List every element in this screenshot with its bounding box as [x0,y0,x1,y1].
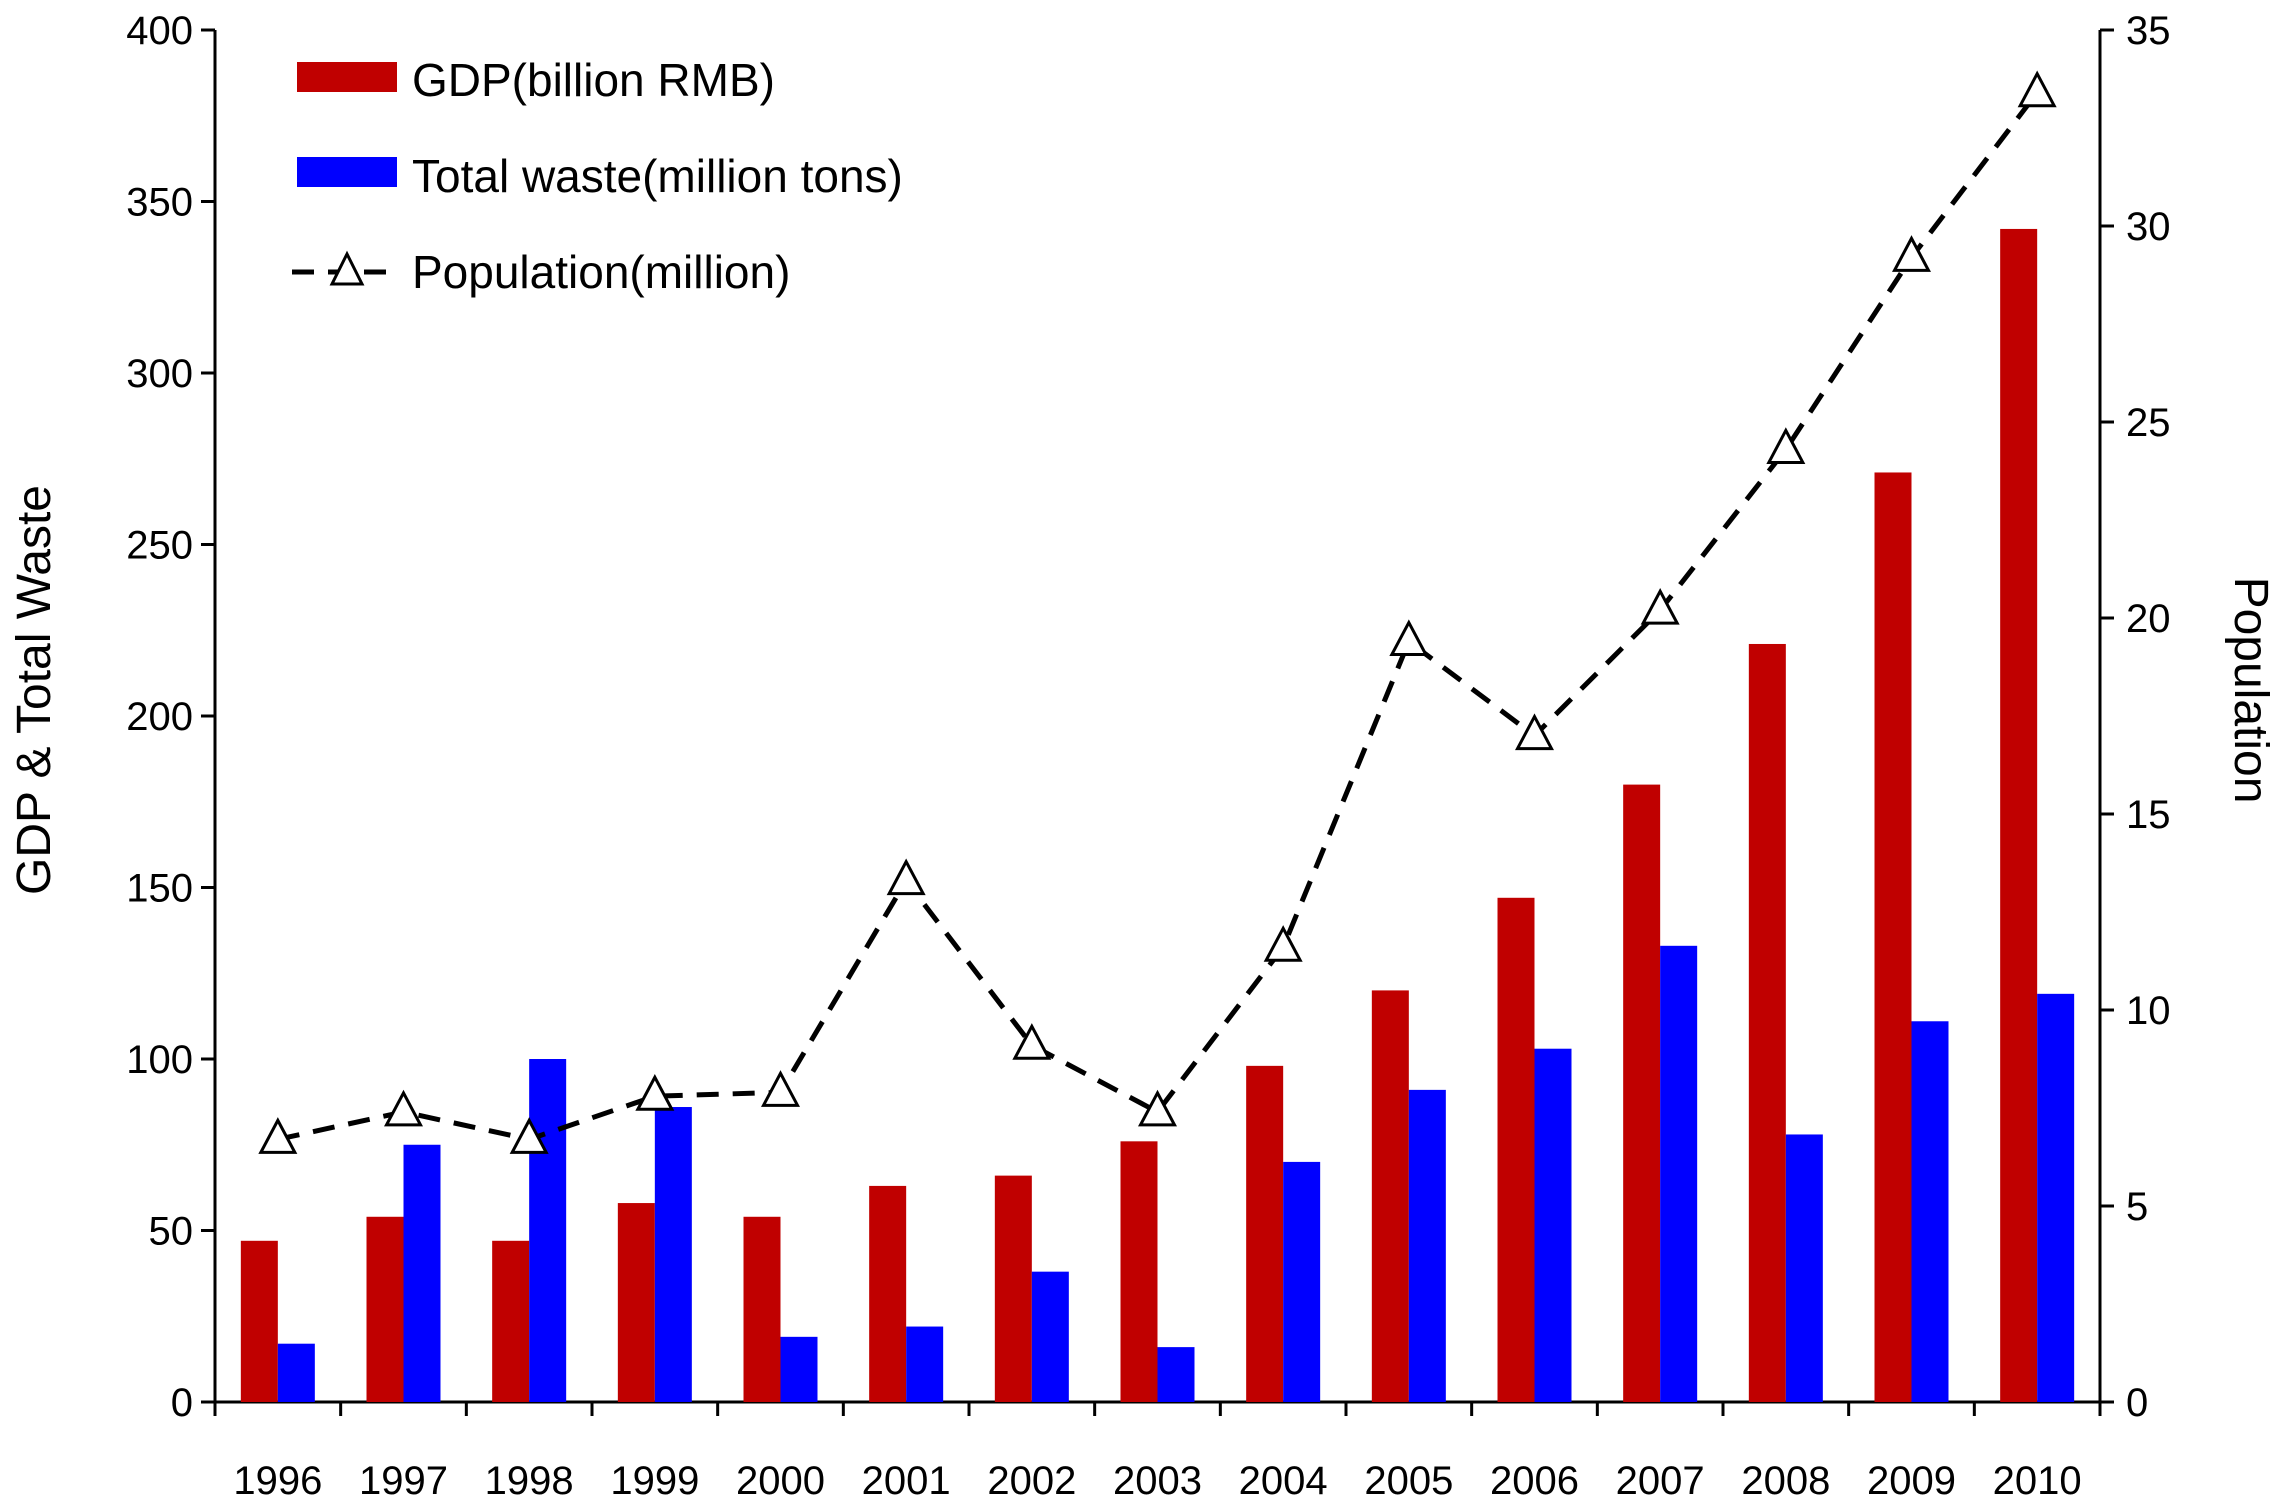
population-point [886,858,926,896]
population-point [1138,1089,1177,1127]
waste-bar [906,1326,944,1402]
gdp-bar [1120,1141,1158,1402]
y2-tick-label: 35 [2126,9,2171,53]
gdp-bar [1497,897,1535,1402]
legend-marker-population [329,250,365,286]
x-tick-label: 2008 [1741,1459,1830,1503]
population-point [1640,587,1680,625]
y-tick-label: 350 [126,181,193,225]
legend-label-gdp: GDP(billion RMB) [412,54,775,106]
x-tick-label: 2007 [1616,1459,1705,1503]
gdp-bar [1246,1065,1284,1402]
waste-bar [529,1059,567,1402]
population-point [1892,235,1931,272]
x-tick-label: 2005 [1364,1459,1453,1503]
gdp-bar [994,1175,1032,1402]
gdp-bar [1623,784,1661,1402]
y-tick-label: 300 [126,352,193,396]
waste-bar [1534,1048,1572,1402]
waste-bar [1785,1134,1823,1402]
bars [240,228,2075,1403]
y-tick-label: 250 [126,524,193,568]
y-tick-label: 0 [171,1381,193,1425]
y2-tick-label: 30 [2126,205,2171,249]
population-point [258,1117,298,1154]
gdp-bar [617,1203,655,1402]
population-point [384,1089,423,1127]
gdp-bar [1748,643,1786,1402]
x-tick-label: 2001 [862,1459,951,1503]
y-tick-label: 200 [126,695,193,739]
waste-bar [1911,1021,1949,1402]
x-tick-label: 2000 [736,1459,825,1503]
y-tick-label: 150 [126,867,193,911]
waste-bar [780,1336,818,1402]
population-point [635,1074,675,1111]
waste-bar [277,1343,315,1402]
legend: GDP(billion RMB) Total waste(million ton… [292,54,903,298]
x-tick-label: 2006 [1490,1459,1579,1503]
gdp-bar [1874,472,1912,1403]
waste-bar [1283,1161,1321,1402]
population-point [1389,619,1429,657]
legend-label-population: Population(million) [412,246,790,298]
y2-tick-label: 25 [2126,401,2171,445]
y2-tick-label: 0 [2126,1381,2148,1425]
y-tick-label: 100 [126,1038,193,1082]
gdp-bar [1371,990,1409,1402]
population-point [1263,925,1303,962]
y2-tick-label: 5 [2126,1185,2148,1229]
ticks: 0 50 100 150 200 250 300 350 400 0 5 10 15 20 25 30 35 19… [126,9,2170,1503]
y2-tick-label: 10 [2126,989,2171,1033]
x-tick-label: 2009 [1867,1459,1956,1503]
legend-swatch-waste [297,157,397,187]
x-tick-label: 1999 [610,1459,699,1503]
x-tick-label: 2002 [987,1459,1076,1503]
gdp-bar [240,1240,278,1402]
x-tick-label: 2010 [1993,1459,2082,1503]
y-axis-title: GDP & Total Waste [8,485,61,895]
population-point [1515,713,1554,751]
population-line-layer [258,70,2057,1154]
y-tick-label: 400 [126,9,193,53]
waste-bar [403,1144,441,1402]
population-point [2017,70,2057,108]
waste-bar [1031,1271,1069,1402]
x-tick-label: 1998 [485,1459,574,1503]
gdp-bar [2000,228,2038,1403]
y-tick-label: 50 [149,1210,194,1254]
waste-bar [1660,945,1698,1402]
gdp-bar [869,1185,907,1402]
gdp-bar [366,1216,404,1402]
y2-tick-label: 20 [2126,597,2171,641]
population-point [761,1070,800,1107]
x-tick-label: 1996 [233,1459,322,1503]
x-tick-label: 2003 [1113,1459,1202,1503]
waste-bar [1408,1089,1446,1402]
y2-tick-label: 15 [2126,793,2171,837]
legend-swatch-gdp [297,62,397,92]
y2-axis-title: Population [2224,577,2277,804]
waste-bar [1157,1347,1195,1402]
gdp-bar [492,1240,530,1402]
population-line [277,91,2040,1142]
x-tick-label: 2004 [1239,1459,1328,1503]
legend-label-waste: Total waste(million tons) [412,150,903,202]
population-point [1766,427,1806,464]
waste-bar [2037,993,2075,1402]
population-point [509,1117,549,1154]
population-point [1012,1023,1052,1060]
waste-bar [654,1107,692,1402]
gdp-bar [743,1216,781,1402]
x-tick-label: 1997 [359,1459,448,1503]
